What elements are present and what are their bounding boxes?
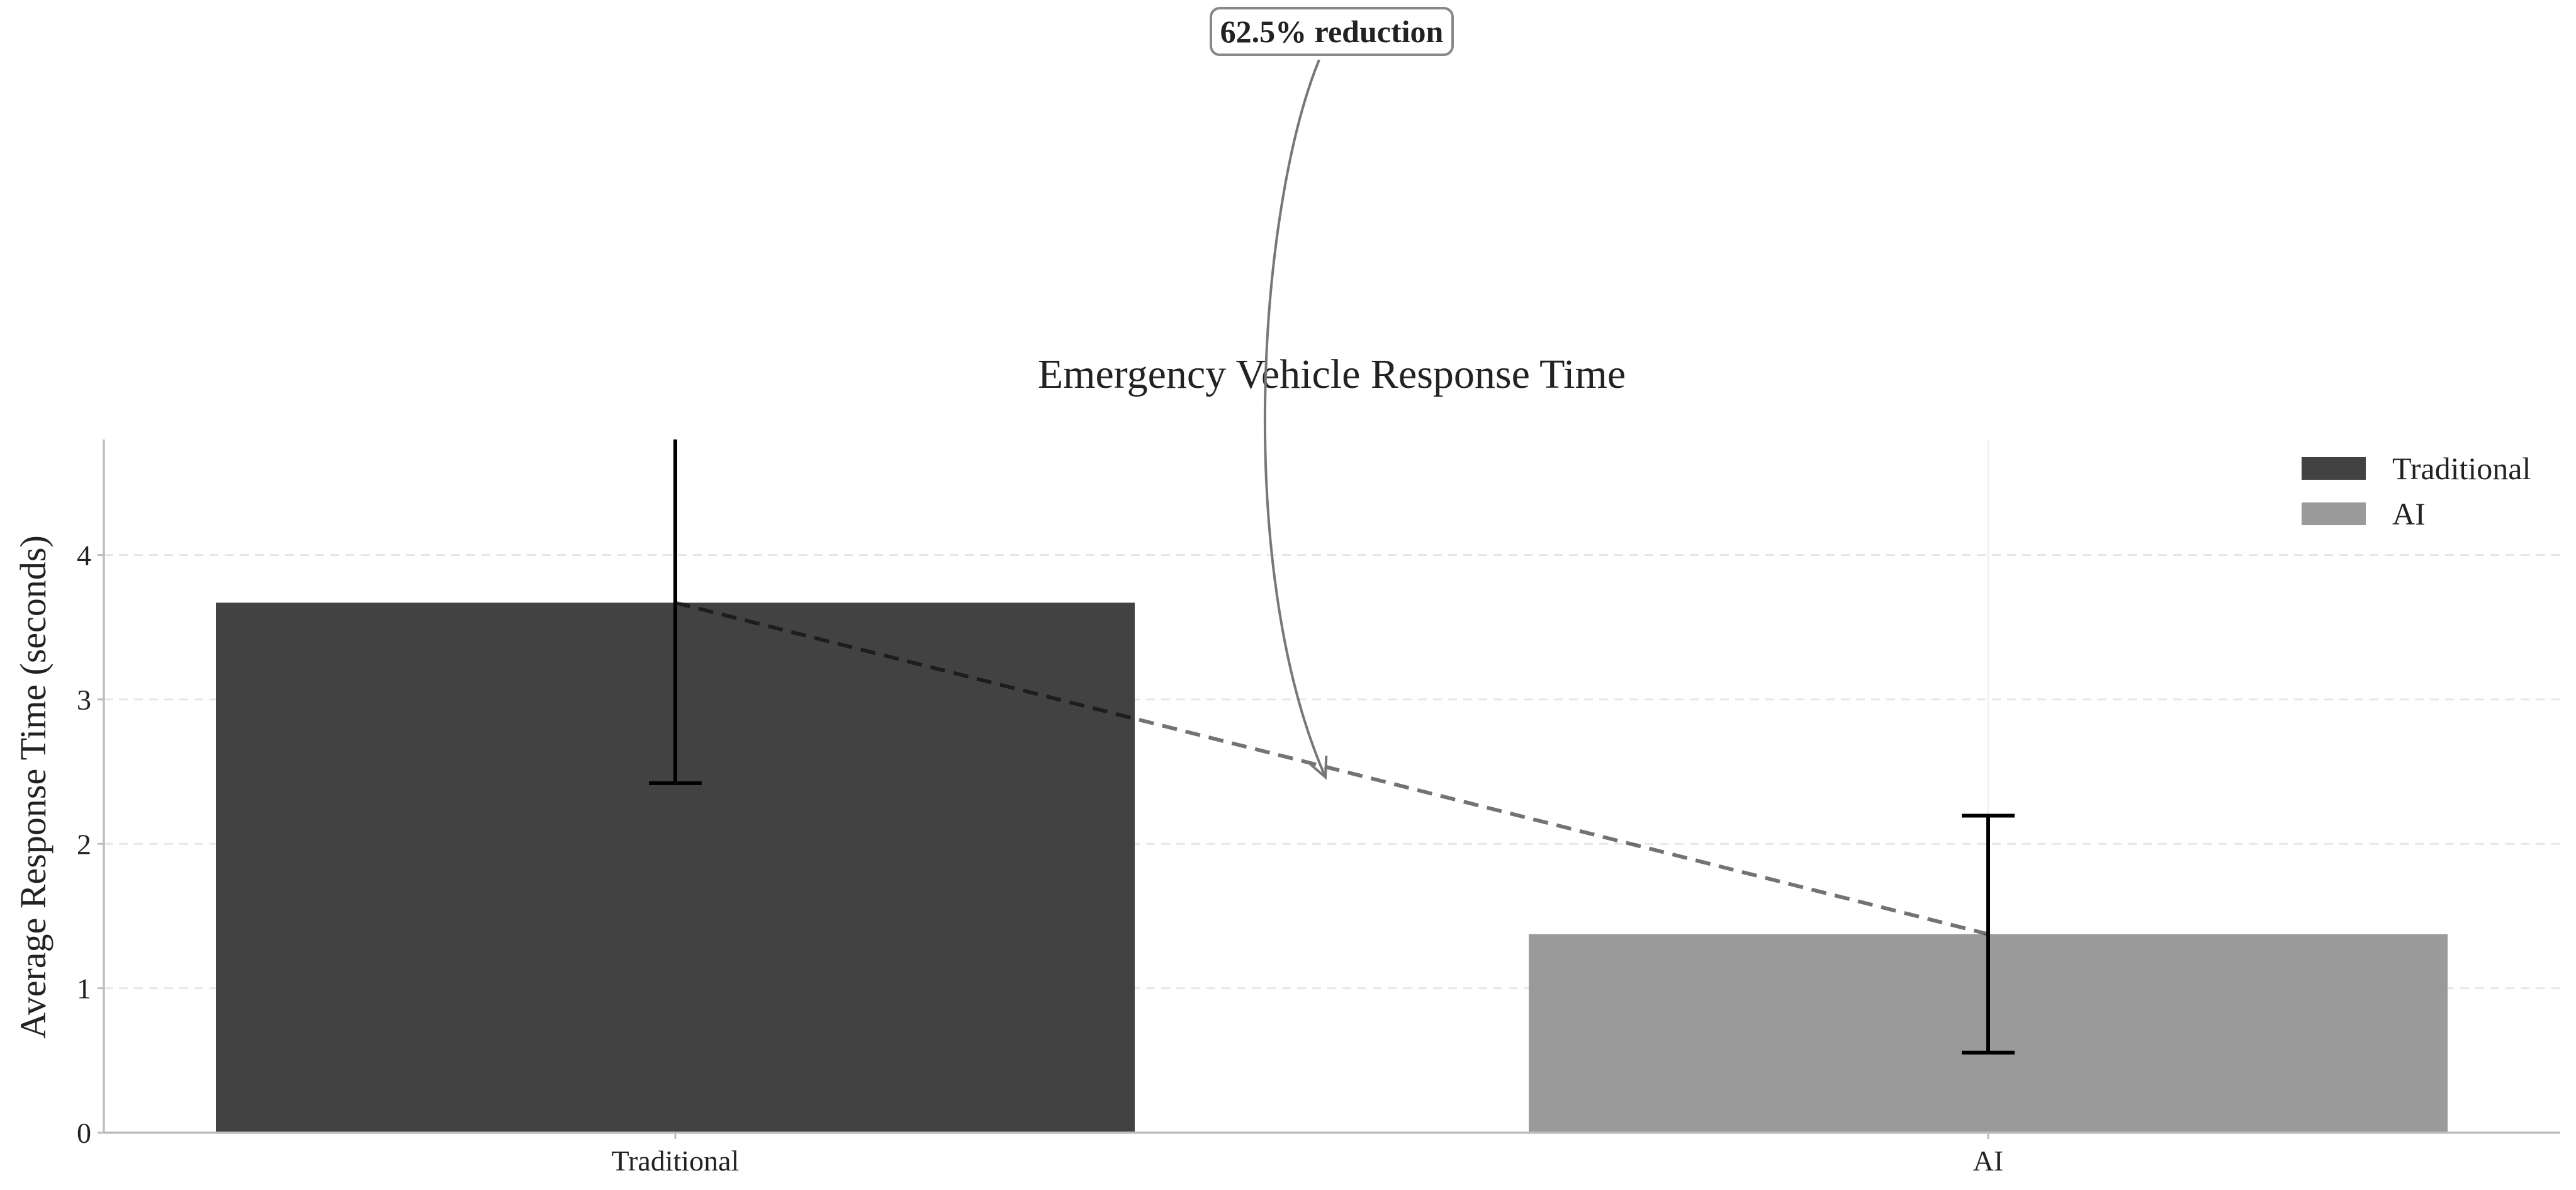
- legend-label-traditional: Traditional: [2392, 451, 2531, 486]
- annotation-text: 62.5% reduction: [1220, 14, 1444, 49]
- reduction-annotation: 62.5% reduction: [1210, 7, 1454, 780]
- y-tick-label-3: 3: [77, 684, 91, 716]
- legend: Traditional AI: [2302, 451, 2531, 531]
- overlay-layer: [649, 439, 2015, 1055]
- annotation-arrow: [1263, 59, 1327, 778]
- y-tick-label-4: 4: [77, 540, 91, 572]
- annotation-box: [1210, 7, 1454, 56]
- trend-line: [675, 601, 1989, 936]
- chart-title: Emergency Vehicle Response Time: [1038, 351, 1626, 397]
- x-tick-label-ai: AI: [1973, 1145, 2004, 1177]
- y-axis-label: Average Response Time (seconds): [13, 535, 53, 1039]
- legend-swatch-ai: [2302, 502, 2366, 525]
- y-tick-label-1: 1: [77, 973, 91, 1005]
- legend-label-ai: AI: [2392, 496, 2426, 531]
- y-tick-label-2: 2: [77, 828, 91, 860]
- y-tick-label-0: 0: [77, 1117, 91, 1149]
- bar-layer: [216, 603, 2448, 1133]
- legend-swatch-traditional: [2302, 457, 2366, 480]
- axis-layer: 0 1 2 3 4 Traditional AI: [77, 439, 2560, 1177]
- x-tick-label-traditional: Traditional: [612, 1145, 740, 1177]
- annotation-arrowhead: [1308, 756, 1328, 780]
